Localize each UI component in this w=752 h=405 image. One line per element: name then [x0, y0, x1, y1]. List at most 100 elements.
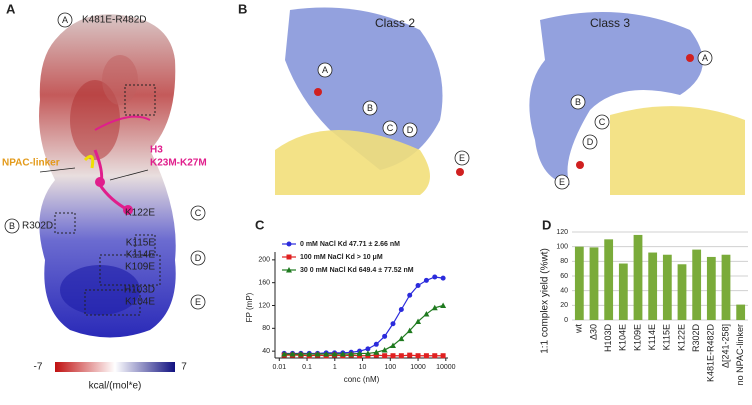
marker-letter: A: [62, 15, 68, 25]
x-tick-label: K115E: [662, 324, 672, 350]
bar: [736, 304, 746, 320]
x-tick-label: 1: [333, 364, 337, 371]
bar: [589, 247, 599, 320]
bar: [604, 239, 614, 320]
legend-label: 0 mM NaCl Kd 47.71 ± 2.66 nM: [300, 241, 400, 248]
y-axis-label: FP (mP): [245, 292, 254, 322]
point: [398, 353, 404, 359]
marker-letter: E: [459, 153, 465, 163]
marker-circle: [454, 150, 470, 166]
marker-letter: E: [559, 177, 565, 187]
marker-circle: [570, 94, 586, 110]
marker-circle: [554, 174, 570, 190]
x-tick-label: 100: [384, 364, 396, 371]
marker-letter: C: [387, 123, 394, 133]
marker-circle: [402, 122, 418, 138]
series-line: [284, 276, 444, 355]
marker-letter: C: [195, 208, 202, 218]
point: [415, 283, 421, 289]
marker-letter: B: [575, 97, 581, 107]
x-tick-label: 0.1: [302, 364, 312, 371]
mutation-label: K115E: [126, 238, 156, 249]
marker-circle: [382, 120, 398, 136]
marker-letter: B: [9, 221, 15, 231]
point: [382, 353, 388, 359]
marker-circle: [57, 12, 73, 28]
x-tick-label: K122E: [676, 324, 686, 351]
point: [440, 353, 446, 359]
x-tick-label: 10: [359, 364, 367, 371]
point: [356, 350, 363, 356]
x-axis-label: conc (nM): [344, 375, 380, 384]
point: [348, 351, 355, 357]
bar: [721, 254, 731, 320]
bar: [618, 263, 628, 320]
surface-image: [39, 14, 176, 372]
x-tick-label: Δ30: [588, 324, 598, 340]
point: [365, 346, 371, 352]
point: [323, 351, 330, 357]
bar: [648, 252, 658, 320]
y-tick-label: 20: [560, 302, 568, 309]
bar: [692, 249, 702, 320]
marker-letter: D: [587, 137, 594, 147]
x-tick-label: K114E: [647, 324, 657, 350]
marker-letter: A: [322, 65, 328, 75]
point: [440, 302, 447, 309]
marker-letter: D: [407, 125, 414, 135]
bar: [677, 264, 687, 320]
colorbar-max: 7: [181, 362, 187, 373]
y-tick-label: 0: [564, 317, 568, 324]
mutation-label: K104E: [125, 297, 155, 308]
mutation-label: K109E: [125, 262, 155, 273]
y-tick-label: 60: [560, 273, 568, 280]
class-label: Class 2: [375, 16, 415, 30]
point: [364, 350, 371, 356]
legend-label: 100 mM NaCl Kd > 10 μM: [300, 254, 383, 261]
structure-image: [275, 7, 745, 195]
point: [331, 351, 338, 357]
x-tick-label: no NPAC-linker: [735, 324, 745, 385]
point: [431, 304, 438, 311]
x-tick-label: K104E: [618, 324, 628, 351]
marker-letter: A: [702, 53, 708, 63]
marker-circle: [190, 205, 206, 221]
bar: [574, 246, 584, 320]
x-tick-label: Δ[241-258]: [720, 324, 730, 368]
point: [389, 342, 396, 348]
point: [423, 311, 430, 317]
legend-marker: [286, 254, 292, 260]
mutation-label: R302D: [22, 221, 53, 232]
panel-label: C: [255, 217, 265, 232]
bar: [633, 234, 643, 320]
point: [390, 321, 396, 327]
point: [423, 277, 429, 283]
y-tick-label: 40: [262, 348, 270, 355]
point: [390, 353, 396, 359]
point: [406, 327, 413, 334]
y-tick-label: 200: [258, 257, 270, 264]
panel-label: B: [238, 1, 247, 16]
point: [415, 318, 422, 324]
point: [373, 349, 380, 355]
marker-letter: B: [367, 103, 373, 113]
h3-label: H3: [150, 145, 163, 156]
h3-label: K23M-K27M: [150, 158, 207, 169]
point: [432, 353, 438, 359]
y-tick-label: 80: [262, 325, 270, 332]
panel-label: A: [6, 1, 16, 16]
class-label: Class 3: [590, 16, 630, 30]
point: [281, 351, 288, 357]
point: [306, 351, 313, 357]
y-tick-label: 100: [556, 244, 568, 251]
panel-label: D: [542, 217, 551, 232]
legend-marker: [286, 241, 292, 247]
bar: [706, 256, 716, 320]
colorbar-min: -7: [34, 362, 43, 373]
y-tick-label: 120: [258, 302, 270, 309]
marker-circle: [4, 218, 20, 234]
point: [415, 353, 421, 359]
point: [381, 347, 388, 353]
marker-circle: [362, 100, 378, 116]
